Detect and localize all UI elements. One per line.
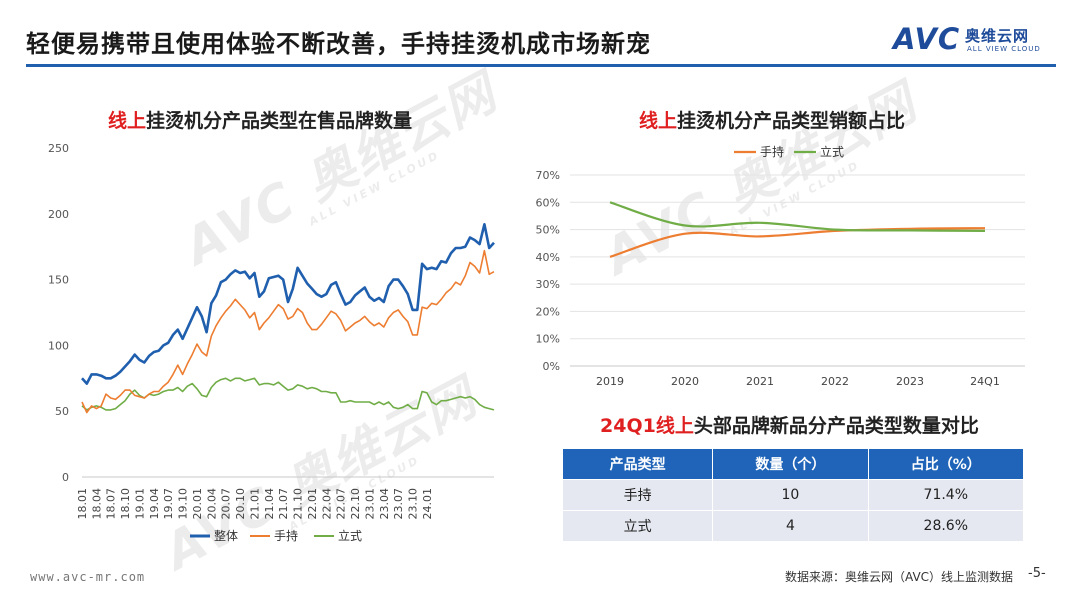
x-tick-label: 24Q1 bbox=[970, 375, 1000, 388]
table-header-cell: 数量（个） bbox=[712, 449, 869, 480]
legend-label: 手持 bbox=[760, 144, 784, 159]
x-tick-label: 23.07 bbox=[392, 488, 405, 520]
table-row: 手持 10 71.4% bbox=[563, 479, 1023, 511]
x-tick-label: 19.07 bbox=[162, 488, 175, 520]
left-chart-title: 线上挂烫机分产品类型在售品牌数量 bbox=[108, 106, 412, 133]
x-tick-label: 2022 bbox=[821, 375, 849, 388]
x-tick-label: 2020 bbox=[671, 375, 699, 388]
legend-label: 手持 bbox=[274, 528, 298, 543]
x-tick-label: 2023 bbox=[896, 375, 924, 388]
y-tick-label: 40% bbox=[536, 251, 560, 264]
table-cell: 手持 bbox=[563, 479, 714, 511]
header-divider bbox=[26, 64, 1056, 67]
logo-english-name: ALL VIEW CLOUD bbox=[967, 45, 1041, 53]
x-tick-label: 18.07 bbox=[105, 488, 118, 520]
y-tick-label: 100 bbox=[48, 339, 69, 352]
x-tick-label: 21.01 bbox=[248, 488, 261, 520]
table-cell: 立式 bbox=[563, 510, 714, 541]
x-tick-label: 19.10 bbox=[177, 488, 190, 520]
y-tick-label: 150 bbox=[48, 274, 69, 287]
x-tick-label: 22.04 bbox=[320, 488, 333, 520]
x-tick-label: 20.10 bbox=[234, 488, 247, 520]
table-header-cell: 占比（%） bbox=[868, 449, 1023, 480]
x-tick-label: 23.10 bbox=[407, 488, 420, 520]
y-tick-label: 50 bbox=[55, 405, 69, 418]
x-tick-label: 23.01 bbox=[363, 488, 376, 520]
legend-label: 立式 bbox=[820, 144, 844, 159]
table-cell: 28.6% bbox=[868, 510, 1023, 541]
y-tick-label: 10% bbox=[536, 333, 560, 346]
new-product-type-table: 产品类型 数量（个） 占比（%） 手持 10 71.4% 立式 4 28.6% bbox=[563, 449, 1023, 541]
x-tick-label: 2021 bbox=[746, 375, 774, 388]
y-tick-label: 0% bbox=[543, 360, 560, 373]
x-tick-label: 20.07 bbox=[220, 488, 233, 520]
right-chart-title-highlight: 线上 bbox=[639, 110, 678, 132]
y-tick-label: 200 bbox=[48, 208, 69, 221]
left-chart-title-text: 挂烫机分产品类型在售品牌数量 bbox=[146, 110, 413, 132]
y-tick-label: 20% bbox=[536, 305, 560, 318]
series-line bbox=[609, 227, 986, 258]
table-cell: 10 bbox=[712, 479, 869, 511]
table-title-highlight: 24Q1线上 bbox=[600, 415, 694, 437]
table-row: 立式 4 28.6% bbox=[563, 510, 1023, 541]
table-header-row: 产品类型 数量（个） 占比（%） bbox=[563, 449, 1023, 480]
x-tick-label: 19.04 bbox=[148, 488, 161, 520]
x-tick-label: 18.04 bbox=[90, 488, 103, 520]
logo-mark: AVC bbox=[893, 22, 961, 56]
table-header-cell: 产品类型 bbox=[563, 449, 714, 480]
x-tick-label: 18.01 bbox=[76, 488, 89, 520]
series-line bbox=[81, 223, 495, 385]
x-tick-label: 20.01 bbox=[191, 488, 204, 520]
x-tick-label: 22.07 bbox=[335, 488, 348, 520]
page-title: 轻便易携带且使用体验不断改善，手持挂烫机成市场新宠 bbox=[26, 30, 651, 58]
y-tick-label: 70% bbox=[536, 169, 560, 182]
left-chart-title-highlight: 线上 bbox=[108, 110, 147, 132]
y-tick-label: 30% bbox=[536, 278, 560, 291]
brand-logo: AVC 奥维云网 ALL VIEW CLOUD bbox=[893, 22, 1058, 56]
table-cell: 71.4% bbox=[868, 479, 1023, 511]
table-cell: 4 bbox=[712, 510, 869, 541]
table-title: 24Q1线上头部品牌新品分产品类型数量对比 bbox=[600, 411, 979, 438]
logo-chinese-name: 奥维云网 bbox=[965, 27, 1030, 45]
x-tick-label: 20.04 bbox=[205, 488, 218, 520]
page-number: -5- bbox=[1028, 566, 1046, 581]
x-tick-label: 23.04 bbox=[378, 488, 391, 520]
x-tick-label: 24.01 bbox=[421, 488, 434, 520]
series-line bbox=[81, 377, 495, 411]
x-tick-label: 18.10 bbox=[119, 488, 132, 520]
x-tick-label: 2019 bbox=[596, 375, 624, 388]
legend-label: 立式 bbox=[338, 528, 362, 543]
x-tick-label: 19.01 bbox=[133, 488, 146, 520]
series-line bbox=[81, 249, 495, 414]
y-tick-label: 250 bbox=[48, 142, 69, 155]
x-tick-label: 21.07 bbox=[277, 488, 290, 520]
y-tick-label: 0 bbox=[62, 471, 69, 484]
right-chart-title-text: 挂烫机分产品类型销额占比 bbox=[677, 110, 906, 132]
x-tick-label: 21.04 bbox=[263, 488, 276, 520]
x-tick-label: 21.10 bbox=[292, 488, 305, 520]
series-line bbox=[609, 201, 986, 232]
footer-url: www.avc-mr.com bbox=[30, 570, 146, 584]
y-tick-label: 60% bbox=[536, 196, 560, 209]
y-tick-label: 50% bbox=[536, 224, 560, 237]
x-tick-label: 22.10 bbox=[349, 488, 362, 520]
legend-label: 整体 bbox=[214, 528, 238, 543]
right-chart-title: 线上挂烫机分产品类型销额占比 bbox=[639, 106, 905, 133]
footer-source: 数据来源：奥维云网（AVC）线上监测数据 bbox=[785, 570, 1014, 584]
x-tick-label: 22.01 bbox=[306, 488, 319, 520]
table-title-text: 头部品牌新品分产品类型数量对比 bbox=[693, 415, 979, 437]
